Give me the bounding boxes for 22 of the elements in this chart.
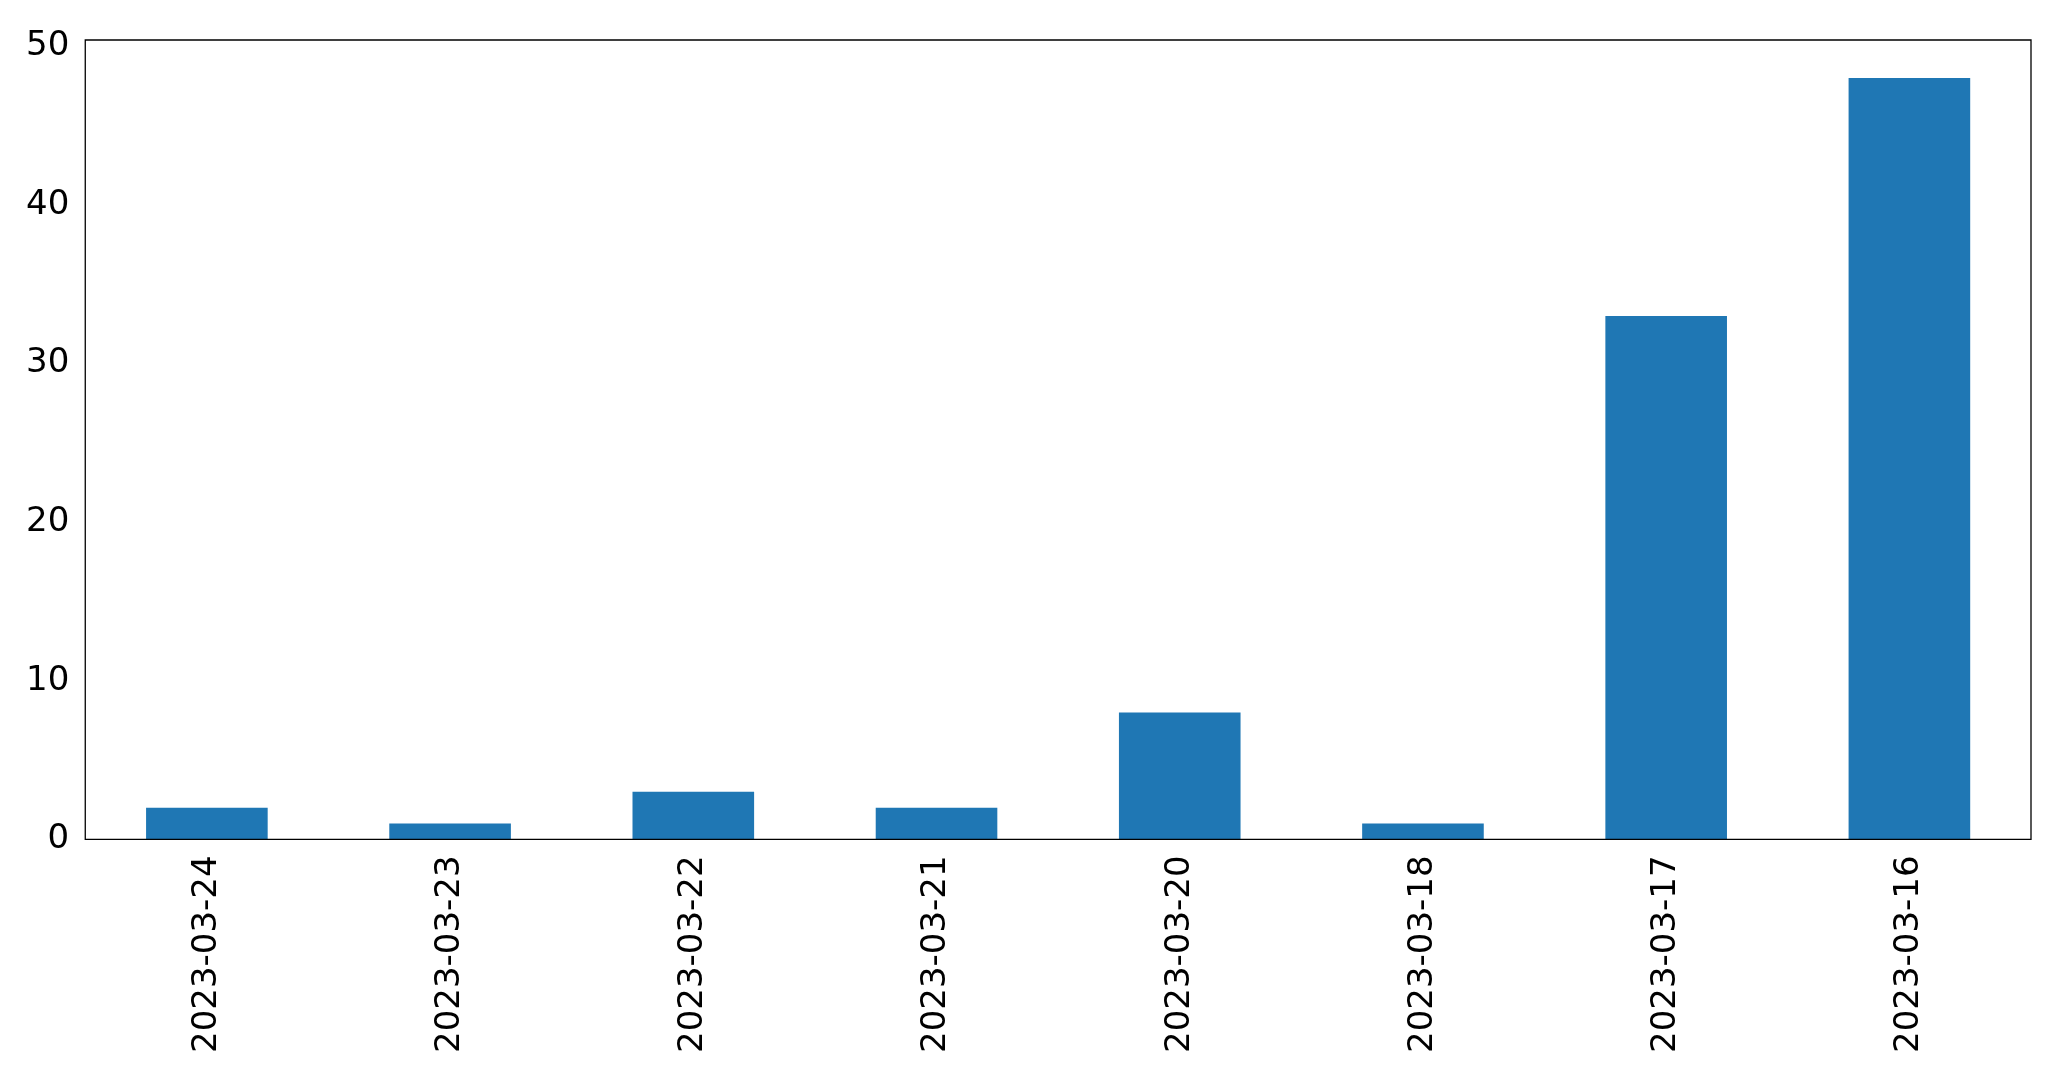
x-tick-label: 2023-03-18 — [1399, 855, 1440, 1053]
y-tick-label: 10 — [26, 657, 70, 698]
bar — [632, 791, 755, 840]
bar — [1362, 823, 1484, 840]
x-tick-label: 2023-03-21 — [913, 855, 954, 1053]
y-tick-label: 40 — [26, 181, 70, 222]
x-tick-label: 2023-03-23 — [426, 855, 467, 1053]
y-tick-label: 0 — [47, 816, 70, 857]
y-tick-label: 20 — [26, 499, 70, 540]
x-tick-label: 2023-03-22 — [670, 855, 711, 1053]
x-tick-label: 2023-03-20 — [1156, 855, 1197, 1053]
y-tick-label: 50 — [26, 23, 70, 64]
bar — [1605, 315, 1727, 840]
bar — [1118, 712, 1241, 840]
bar — [1848, 78, 1971, 840]
x-tick-label: 2023-03-17 — [1643, 855, 1683, 1053]
y-tick-label: 30 — [26, 340, 70, 381]
x-tick-label: 2023-03-16 — [1886, 855, 1927, 1053]
x-tick-label: 2023-03-24 — [183, 855, 224, 1053]
bar — [389, 823, 511, 840]
bar — [146, 807, 268, 840]
bar — [875, 807, 998, 840]
